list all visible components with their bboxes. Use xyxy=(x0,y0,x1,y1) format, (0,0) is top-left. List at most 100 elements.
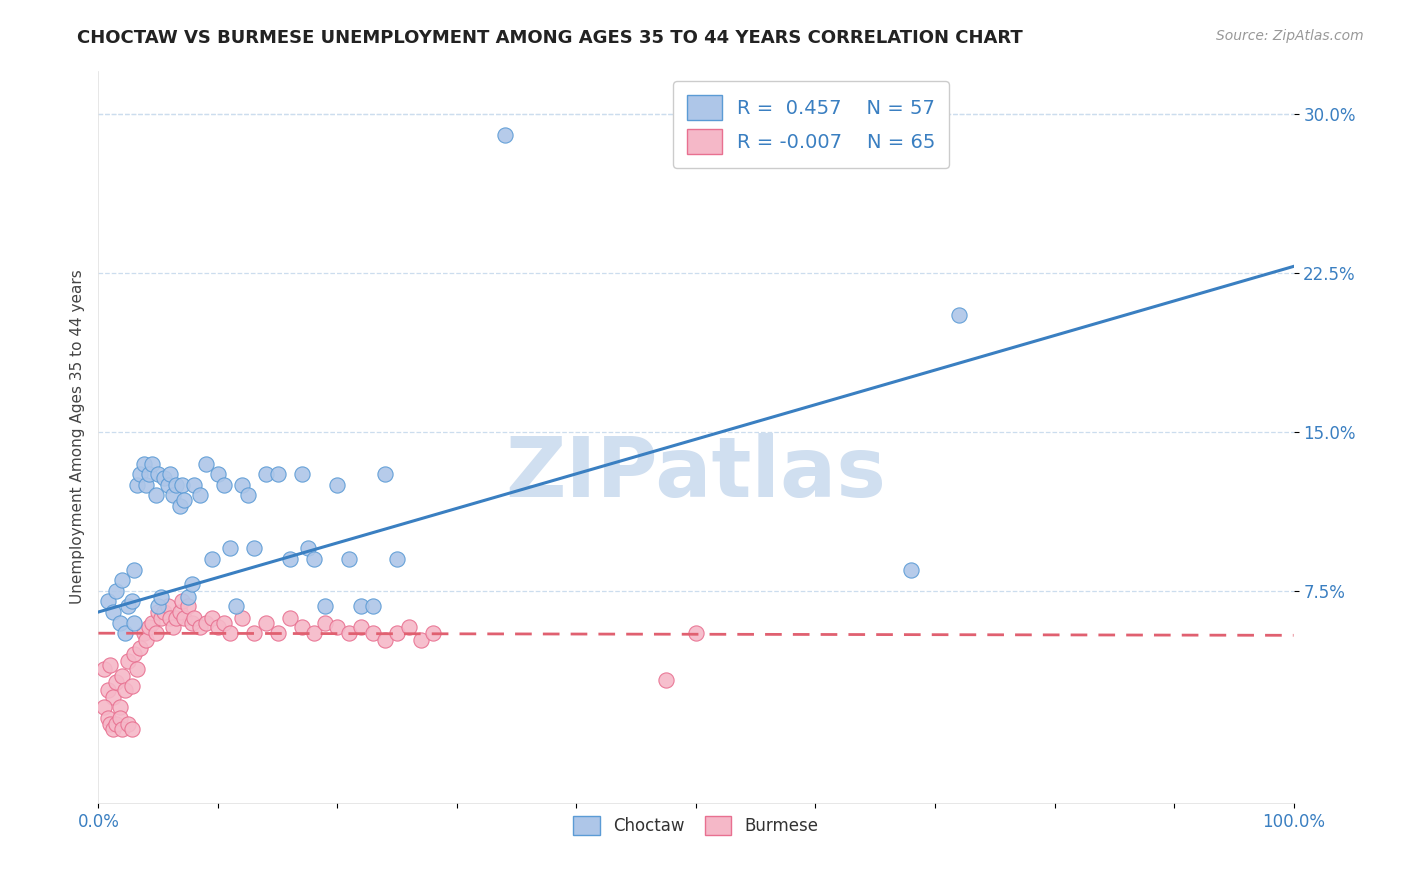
Point xyxy=(124,648,146,662)
Point xyxy=(153,471,176,485)
Point xyxy=(138,467,160,482)
Point xyxy=(177,590,200,604)
Point xyxy=(169,605,191,619)
Point xyxy=(326,620,349,634)
Point xyxy=(172,477,194,491)
Point xyxy=(108,711,131,725)
Point xyxy=(315,599,337,613)
Point xyxy=(132,626,155,640)
Point xyxy=(411,632,433,647)
Point xyxy=(165,477,187,491)
Text: Source: ZipAtlas.com: Source: ZipAtlas.com xyxy=(1216,29,1364,43)
Point xyxy=(156,599,179,613)
Point xyxy=(117,717,139,731)
Point xyxy=(180,577,202,591)
Point xyxy=(114,626,136,640)
Point xyxy=(219,626,242,640)
Point xyxy=(93,700,115,714)
Point xyxy=(180,615,202,630)
Point xyxy=(169,499,191,513)
Point xyxy=(685,626,707,640)
Point xyxy=(363,599,385,613)
Point xyxy=(148,605,170,619)
Point xyxy=(219,541,242,556)
Point xyxy=(350,599,373,613)
Point xyxy=(97,711,120,725)
Point xyxy=(117,654,139,668)
Point xyxy=(101,722,124,736)
Point xyxy=(101,690,124,704)
Point xyxy=(111,722,134,736)
Y-axis label: Unemployment Among Ages 35 to 44 years: Unemployment Among Ages 35 to 44 years xyxy=(69,269,84,605)
Point xyxy=(121,679,143,693)
Point xyxy=(111,668,134,682)
Point xyxy=(254,467,277,482)
Point xyxy=(125,477,148,491)
Point xyxy=(243,541,266,556)
Point xyxy=(105,717,128,731)
Point xyxy=(97,683,120,698)
Legend: Choctaw, Burmese: Choctaw, Burmese xyxy=(567,809,825,842)
Point xyxy=(162,488,184,502)
Point xyxy=(98,658,122,673)
Point xyxy=(207,467,229,482)
Point xyxy=(243,626,266,640)
Point xyxy=(101,605,124,619)
Point xyxy=(93,662,115,676)
Point xyxy=(254,615,277,630)
Point xyxy=(111,573,134,587)
Point xyxy=(236,488,259,502)
Point xyxy=(188,620,211,634)
Point xyxy=(201,611,224,625)
Point xyxy=(105,583,128,598)
Point xyxy=(350,620,373,634)
Point xyxy=(156,477,179,491)
Point xyxy=(165,611,187,625)
Text: ZIPatlas: ZIPatlas xyxy=(506,434,886,514)
Point xyxy=(225,599,247,613)
Point xyxy=(173,611,195,625)
Point xyxy=(655,673,678,687)
Point xyxy=(195,615,218,630)
Point xyxy=(385,626,409,640)
Point xyxy=(302,552,325,566)
Point xyxy=(141,457,163,471)
Point xyxy=(363,626,385,640)
Point xyxy=(374,632,396,647)
Point xyxy=(148,467,170,482)
Point xyxy=(153,605,176,619)
Point xyxy=(145,626,167,640)
Point xyxy=(141,615,163,630)
Point xyxy=(291,467,314,482)
Point xyxy=(177,599,200,613)
Point xyxy=(385,552,409,566)
Point xyxy=(494,128,516,142)
Point xyxy=(948,308,970,322)
Point xyxy=(149,590,172,604)
Point xyxy=(145,488,167,502)
Point xyxy=(183,611,205,625)
Point xyxy=(315,615,337,630)
Point xyxy=(900,563,922,577)
Point xyxy=(129,467,152,482)
Point xyxy=(231,477,253,491)
Point xyxy=(148,599,170,613)
Text: CHOCTAW VS BURMESE UNEMPLOYMENT AMONG AGES 35 TO 44 YEARS CORRELATION CHART: CHOCTAW VS BURMESE UNEMPLOYMENT AMONG AG… xyxy=(77,29,1024,46)
Point xyxy=(291,620,314,634)
Point xyxy=(135,632,157,647)
Point xyxy=(117,599,139,613)
Point xyxy=(105,675,128,690)
Point xyxy=(125,662,148,676)
Point xyxy=(138,620,160,634)
Point xyxy=(267,467,290,482)
Point xyxy=(108,700,131,714)
Point xyxy=(278,552,301,566)
Point xyxy=(159,467,181,482)
Point xyxy=(212,615,235,630)
Point xyxy=(97,594,120,608)
Point xyxy=(339,552,361,566)
Point xyxy=(422,626,444,640)
Point xyxy=(374,467,396,482)
Point xyxy=(267,626,290,640)
Point xyxy=(302,626,325,640)
